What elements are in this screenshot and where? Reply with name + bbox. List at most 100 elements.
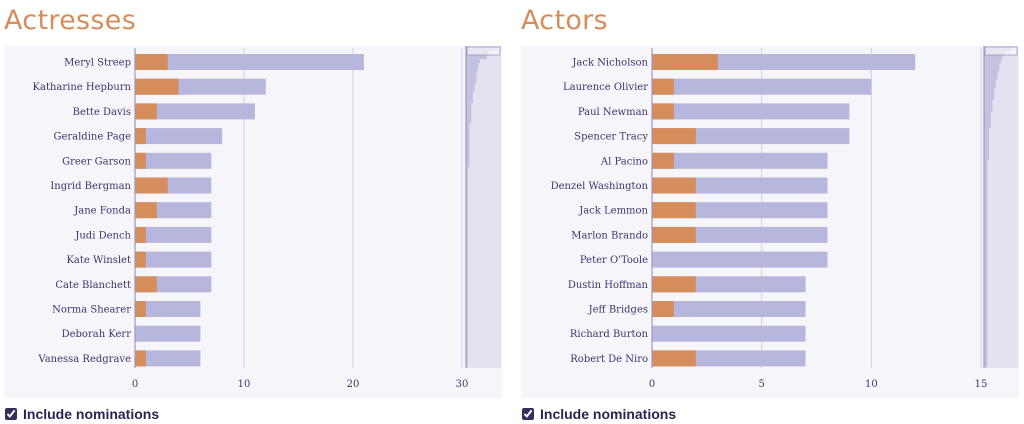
overview-bar [466,183,468,188]
overview-bar [466,203,468,208]
nominations-bar-deborah-kerr [135,325,201,342]
overview-bar [984,184,988,189]
wins-bar-katharine-hepburn [135,78,179,95]
overview-bar [466,139,470,144]
overview-bar [984,99,993,104]
overview-bar [984,200,988,206]
category-label-greer-garson: Greer Garson [62,156,131,167]
wins-bar-ingrid-bergman [135,177,168,194]
actors-nominations-label[interactable]: Include nominations [540,406,677,422]
overview-bar [466,163,470,168]
overview-bar [466,191,468,196]
overview-bar [466,331,468,336]
overview-bar [984,144,990,149]
overview-bar [984,160,988,165]
overview-bar [466,67,479,72]
x-tick-label: 0 [649,379,655,390]
nominations-bar-geraldine-page [135,128,223,145]
overview-bar [466,219,468,224]
wins-bar-cate-blanchett [135,276,157,293]
overview-bar [984,59,1001,64]
overview-bar [984,87,995,92]
overview-bar [984,314,988,319]
overview-bar [984,350,988,356]
overview-bar [984,229,988,234]
overview-bar [984,164,988,169]
actresses-nominations-checkbox[interactable] [5,408,17,420]
overview-bar [984,342,988,347]
category-label-jeff-bridges: Jeff Bridges [588,305,648,316]
overview-bar [466,343,468,348]
overview-bar [984,63,1000,68]
wins-bar-jeff-bridges [652,301,674,317]
wins-bar-al-pacino [652,152,674,169]
overview-bar [466,155,470,160]
overview-bar [466,131,470,136]
overview-bar [466,59,480,64]
nominations-bar-judi-dench [135,226,212,243]
plot-background [4,46,502,398]
overview-bar [984,132,990,137]
overview-bar [466,95,473,100]
overview-bar [466,283,468,288]
category-label-judi-dench: Judi Dench [74,230,131,241]
overview-bar [466,103,472,108]
overview-bar [466,299,468,304]
overview-bar [984,330,988,335]
overview-bar [466,123,470,128]
category-label-vanessa-redgrave: Vanessa Redgrave [37,354,131,365]
overview-bar [466,247,468,252]
actors-nominations-toggle[interactable]: Include nominations [521,404,676,424]
wins-bar-spencer-tracy [652,128,696,145]
overview-bar [984,257,988,262]
overview-bar [984,91,995,96]
overview-bar [466,135,470,140]
nominations-bar-richard-burton [652,325,806,342]
category-label-dustin-hoffman: Dustin Hoffman [568,280,649,291]
overview-bar [466,239,468,244]
overview-bar [466,303,468,308]
overview-bar [984,322,988,327]
wins-bar-laurence-olivier [652,78,674,95]
overview-brush [984,46,1018,56]
overview-bar [984,172,988,177]
category-label-peter-o-toole: Peter O'Toole [580,255,648,266]
overview-bar [466,287,468,292]
category-label-denzel-washington: Denzel Washington [551,181,649,192]
overview-bar [984,273,988,279]
overview-bar [466,267,468,272]
overview-bar [984,310,988,315]
overview-bar [466,107,472,112]
wins-bar-vanessa-redgrave [135,350,146,367]
actresses-nominations-label[interactable]: Include nominations [23,406,160,422]
overview-bar [466,355,468,360]
actresses-nominations-toggle[interactable]: Include nominations [4,404,159,424]
category-label-robert-de-niro: Robert De Niro [570,354,648,365]
actors-nominations-checkbox[interactable] [522,408,534,420]
overview-bar [984,115,991,121]
overview-bar [466,231,468,236]
overview-bar [984,188,988,194]
overview-bar [984,265,988,270]
overview-bar [984,55,1003,60]
overview-bar [984,148,990,153]
overview-bar [984,285,988,291]
wins-bar-jane-fonda [135,202,157,219]
wins-bar-paul-newman [652,103,674,120]
overview-bar [984,281,988,287]
category-label-bette-davis: Bette Davis [73,107,131,118]
overview-bar [466,195,468,200]
overview-bar [466,171,468,176]
wins-bar-jack-lemmon [652,202,696,219]
overview-bar [466,187,468,192]
overview-bar [984,180,988,185]
nominations-bar-jeff-bridges [652,301,806,317]
nominations-bar-greer-garson [135,152,212,169]
actresses-title: Actresses [4,5,137,36]
overview-bar [984,217,988,222]
wins-bar-denzel-washington [652,177,696,194]
wins-bar-kate-winslet [135,251,146,268]
overview-bar [466,359,468,364]
overview-bar [466,323,468,328]
nominations-bar-denzel-washington [652,177,828,194]
